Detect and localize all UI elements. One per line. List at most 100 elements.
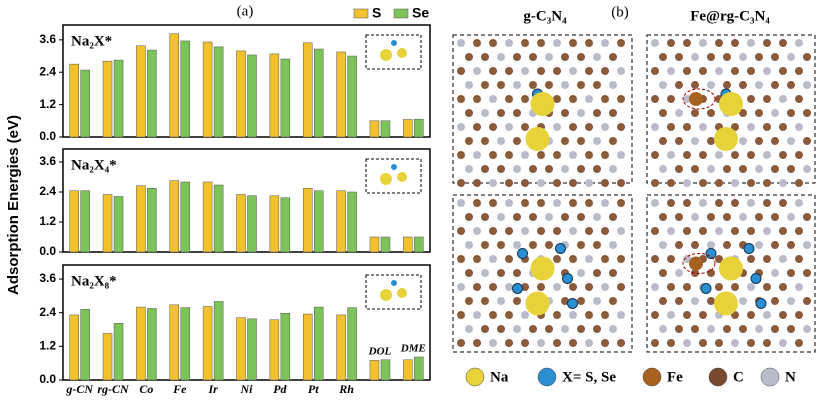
lattice-atom (529, 53, 537, 61)
x-atom (517, 248, 528, 259)
lattice-atom (683, 179, 691, 187)
x-atom (567, 298, 578, 309)
x-tick-label: DME (400, 343, 426, 355)
lattice-atom (739, 137, 747, 145)
lattice-atom (691, 213, 699, 221)
lattice-atom (667, 311, 675, 319)
y-tick-label: 0.0 (39, 129, 56, 143)
lattice-atom (473, 179, 481, 187)
bar (247, 318, 257, 381)
lattice-atom (795, 179, 803, 187)
na-atom (525, 291, 550, 316)
lattice-atom (659, 137, 667, 145)
lattice-atom (569, 199, 577, 207)
lattice-atom (691, 269, 699, 277)
lattice-atom (707, 53, 715, 61)
structure-box (452, 34, 633, 187)
lattice-atom (609, 165, 617, 173)
lattice-atom (553, 227, 561, 235)
legend-label: Se (412, 5, 429, 21)
lattice-atom (457, 95, 465, 103)
bar (302, 313, 313, 381)
lattice-atom (601, 67, 609, 75)
lattice-atom (473, 39, 481, 47)
lattice-atom (585, 179, 593, 187)
lattice-atom (577, 241, 585, 249)
lattice-atom (601, 199, 609, 207)
lattice-atom (601, 283, 609, 291)
lattice-atom (545, 213, 553, 221)
lattice-atom (601, 311, 609, 319)
inset-atom (380, 289, 392, 301)
lattice-atom (675, 213, 683, 221)
lattice-atom (537, 151, 545, 159)
lattice-atom (529, 241, 537, 249)
lattice-atom (489, 283, 497, 291)
plot-frame (62, 24, 431, 138)
lattice-atom (601, 227, 609, 235)
lattice-atom (561, 165, 569, 173)
lattice-atom (465, 165, 473, 173)
bar (336, 51, 346, 138)
lattice-atom (481, 137, 489, 145)
lattice-atom (473, 67, 481, 75)
structure-title: Fe@rg-C₃N₄ (690, 8, 770, 24)
lattice-atom (715, 283, 723, 291)
lattice-atom (457, 339, 465, 347)
lattice-atom (675, 269, 683, 277)
lattice-atom (651, 39, 659, 47)
lattice-atom (617, 123, 625, 131)
legend-label: S (372, 5, 381, 21)
na-atom (530, 92, 555, 116)
lattice-atom (561, 213, 569, 221)
lattice-atom (505, 311, 513, 319)
bar (336, 314, 346, 381)
lattice-atom (617, 179, 625, 187)
x-atom (700, 283, 712, 294)
bar (136, 306, 146, 381)
inset-atom (391, 164, 397, 170)
lattice-atom (569, 123, 577, 131)
lattice-atom (601, 123, 609, 131)
bar (380, 120, 391, 138)
lattice-atom (617, 255, 625, 263)
lattice-atom (457, 179, 465, 187)
lattice-atom (585, 311, 593, 319)
lattice-atom (715, 255, 723, 263)
lattice-atom (675, 53, 683, 61)
lattice-atom (585, 95, 593, 103)
lattice-atom (489, 199, 497, 207)
lattice-atom (795, 151, 803, 159)
bar (380, 359, 391, 381)
lattice-atom (731, 199, 739, 207)
x-atom (750, 273, 762, 284)
lattice-atom (593, 165, 601, 173)
lattice-atom (715, 227, 723, 235)
lattice-atom (521, 39, 529, 47)
lattice-atom (457, 199, 465, 207)
lattice-atom (553, 67, 561, 75)
lattice-atom (577, 109, 585, 117)
lattice-atom (779, 199, 787, 207)
bar (269, 53, 280, 138)
bar (280, 58, 291, 138)
legend-atom (465, 367, 485, 387)
lattice-atom (465, 297, 473, 305)
lattice-atom (651, 227, 659, 235)
legend-label: Na (490, 369, 509, 385)
lattice-atom (747, 151, 755, 159)
lattice-atom (585, 151, 593, 159)
bar (269, 319, 280, 381)
lattice-atom (553, 311, 561, 319)
lattice-atom (723, 165, 731, 173)
lattice-atom (473, 123, 481, 131)
lattice-atom (537, 227, 545, 235)
bar (213, 301, 224, 381)
lattice-atom (521, 151, 529, 159)
bar (414, 356, 424, 381)
lattice-atom (521, 311, 529, 319)
lattice-atom (553, 199, 561, 207)
legend-atom (642, 367, 662, 387)
lattice-atom (497, 325, 505, 333)
lattice-atom (707, 241, 715, 249)
